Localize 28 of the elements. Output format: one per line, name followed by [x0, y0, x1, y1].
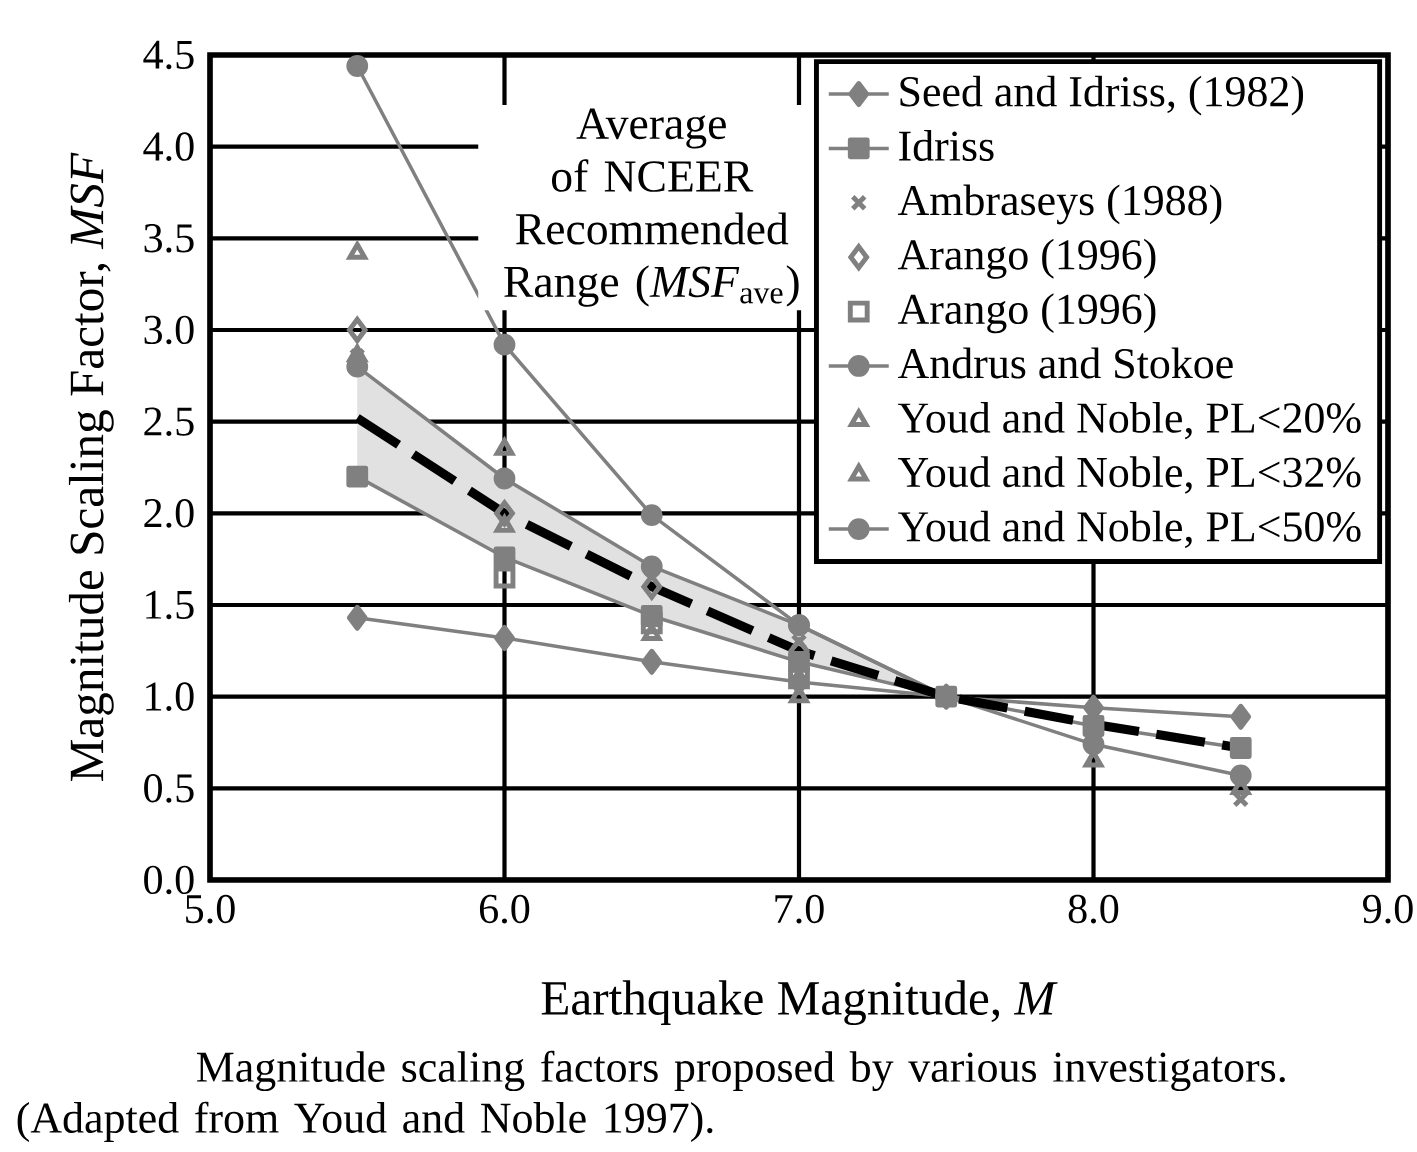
y-tick-label: 2.0: [144, 499, 194, 528]
x-tick-label: 8.0: [1068, 894, 1119, 924]
legend-label: Arango (1996): [897, 293, 1156, 334]
x-tick-label: 7.0: [775, 894, 824, 924]
legend-label: Youd and Noble, PL<32%: [898, 456, 1361, 494]
legend-label: Youd and Noble, PL<20%: [898, 401, 1361, 440]
x-tick-label: 9.0: [1363, 894, 1413, 924]
legend-label: Youd and Noble, PL<50%: [898, 510, 1361, 548]
y-tick-label: 2.5: [144, 407, 194, 436]
legend-label: Ambraseys (1988): [897, 184, 1222, 225]
x-tick-label: 5.0: [186, 894, 235, 924]
legend-label: Idriss: [899, 130, 994, 161]
y-tick-label: 1.5: [146, 590, 194, 620]
y-tick-label: 3.5: [144, 224, 194, 253]
y-tick-label: 0.5: [144, 773, 194, 803]
y-axis-title: Magnitude Scaling Factor, MSF: [68, 152, 114, 781]
legend-label: Andrus and Stokoe: [897, 347, 1233, 379]
y-tick-label: 4.5: [143, 40, 194, 70]
y-tick-label: 0.0: [144, 865, 194, 895]
text: Magnitude scaling factors proposed by various investigators. (Adapted from Youd and Noble 1997).: [17, 1050, 1285, 1142]
legend-label: Arango (1996): [897, 238, 1156, 279]
annotation: Average of NCEER Recommended Range (MSF$_{ave}$): [504, 108, 799, 307]
legend-label: Seed and Idriss, (1982): [900, 75, 1304, 116]
x-tick-label: 6.0: [479, 894, 530, 924]
y-tick-label: 1.0: [146, 682, 194, 711]
y-tick-label: 4.0: [143, 132, 194, 161]
x-axis-title: Earthquake Magnitude, M: [541, 980, 1058, 1026]
y-tick-label: 3.0: [144, 315, 194, 345]
